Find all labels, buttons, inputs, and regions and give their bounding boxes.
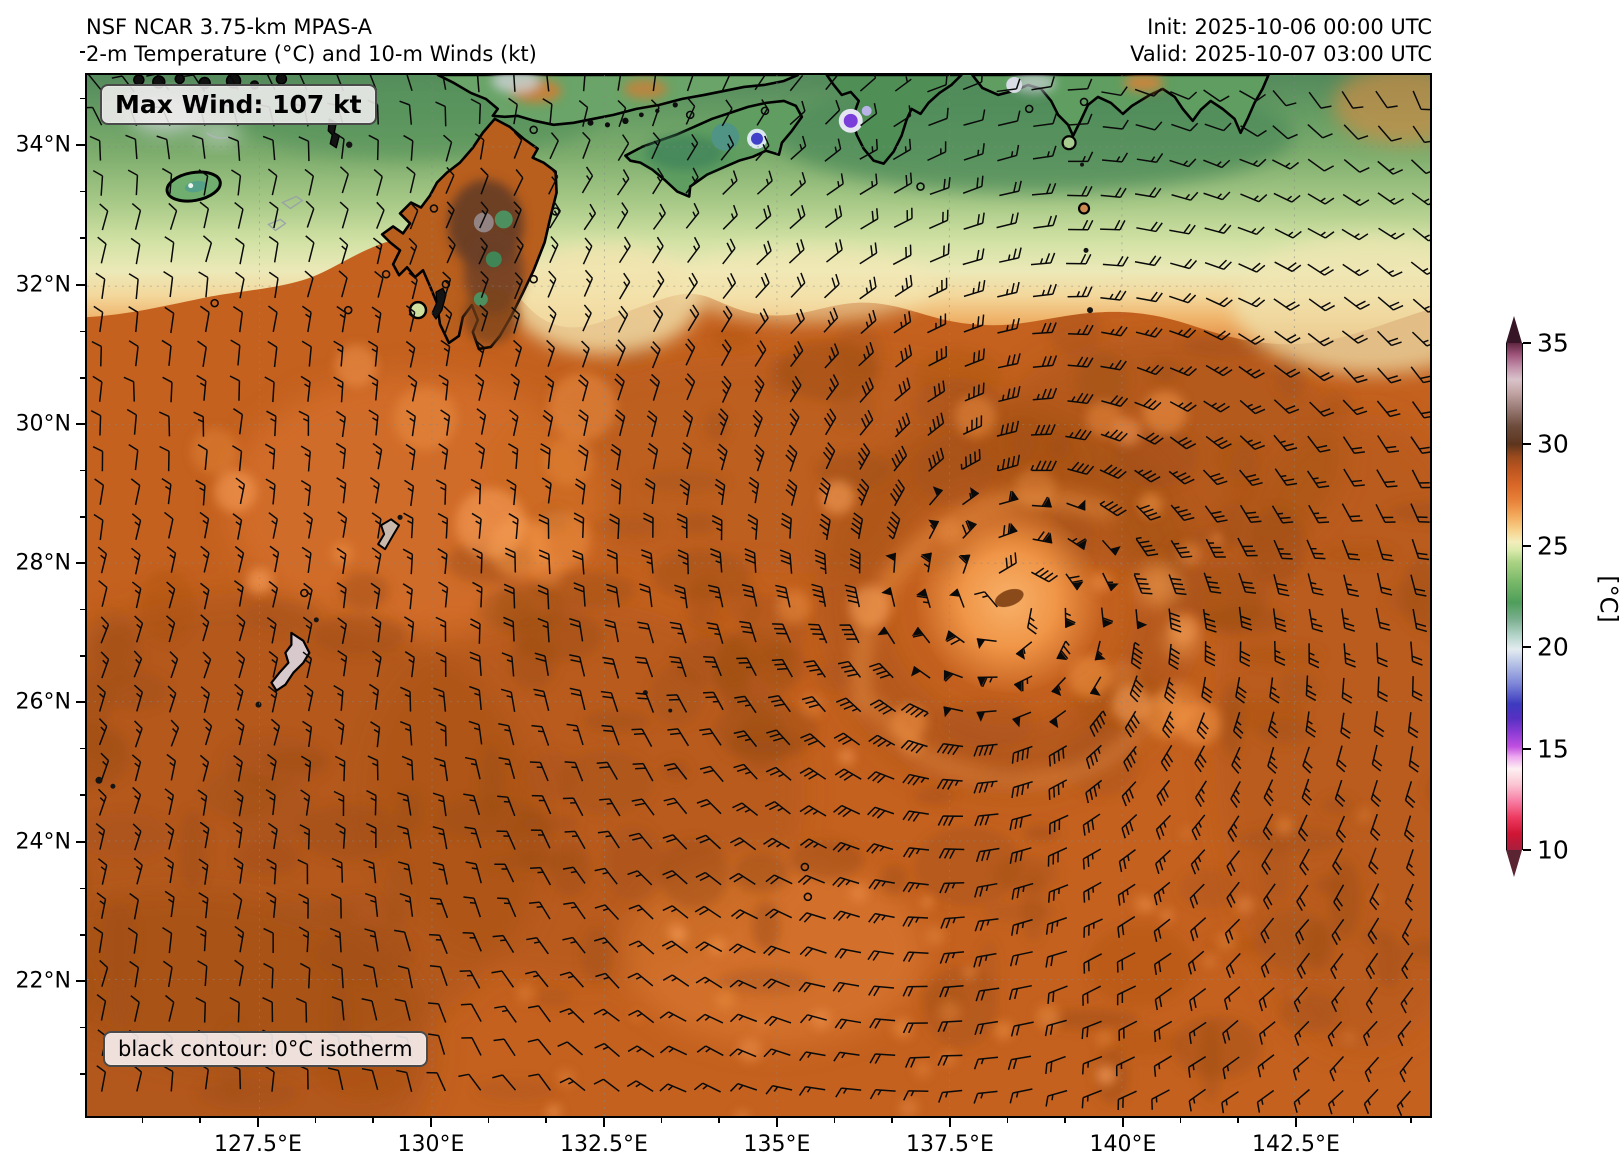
axis-tick xyxy=(80,794,85,796)
axis-tick xyxy=(80,516,85,518)
colorbar-unit-label: [°C] xyxy=(1594,574,1619,623)
axis-tick xyxy=(1352,1118,1355,1123)
tropical-cyclone-core xyxy=(852,490,1200,786)
colorbar-tick-label: 30 xyxy=(1537,429,1569,459)
calm-wind-circles xyxy=(210,97,1089,902)
wind-barbs xyxy=(87,75,1430,1116)
x-tick-label: 142.5°E xyxy=(1252,1132,1340,1157)
island-amami xyxy=(377,518,401,551)
axis-tick xyxy=(141,1118,144,1123)
axis-tick xyxy=(776,1118,778,1127)
y-tick-label: 34°N xyxy=(15,132,71,158)
axis-tick xyxy=(76,284,85,286)
islands-miyako xyxy=(95,776,116,789)
weather-map xyxy=(87,75,1430,1116)
axis-tick xyxy=(76,144,85,146)
island-iki xyxy=(346,141,353,148)
axis-tick xyxy=(660,1118,663,1123)
colorbar-extend-arrow-top xyxy=(1506,316,1522,343)
axis-tick xyxy=(891,1118,893,1123)
x-tick-label: 127.5°E xyxy=(214,1132,302,1157)
axis-tick xyxy=(80,237,85,239)
colorbar-tick xyxy=(1523,849,1531,851)
axis-tick xyxy=(80,1073,85,1075)
colorbar-extend-arrow-bottom xyxy=(1506,850,1522,877)
figure-title-fields: 2-m Temperature (°C) and 10-m Winds (kt) xyxy=(86,42,537,66)
colorbar-tick xyxy=(1523,342,1531,344)
axis-tick xyxy=(80,51,85,53)
island-tsushima xyxy=(327,118,340,149)
axis-tick xyxy=(545,1118,547,1123)
x-tick-label: 140°E xyxy=(1089,1132,1157,1157)
axis-tick xyxy=(430,1118,432,1127)
colorbar-gradient xyxy=(1506,343,1523,850)
colorbar-tick xyxy=(1523,443,1531,446)
colorbar-tick xyxy=(1523,646,1531,649)
figure-title-model: NSF NCAR 3.75-km MPAS-A xyxy=(86,15,373,39)
axis-tick xyxy=(80,190,85,193)
y-tick-label: 22°N xyxy=(15,968,71,994)
x-tick-label: 135°E xyxy=(743,1132,811,1157)
axis-tick xyxy=(80,747,85,750)
colorbar-tick xyxy=(1523,544,1531,547)
axis-tick xyxy=(76,423,85,425)
axis-tick xyxy=(833,1118,836,1123)
x-tick-label: 132.5°E xyxy=(560,1132,648,1157)
axis-tick xyxy=(199,1118,201,1123)
map-panel: Max Wind: 107 kt black contour: 0°C isot… xyxy=(85,73,1432,1118)
colorbar-tick-label: 15 xyxy=(1537,734,1569,764)
sst-mottling-light xyxy=(191,344,1381,1116)
axis-tick xyxy=(76,701,85,703)
init-time-label: Init: 2025-10-06 00:00 UTC xyxy=(1147,15,1432,39)
x-tick-label: 137.5°E xyxy=(906,1132,994,1157)
axis-tick xyxy=(76,980,85,982)
islands-izu-chain xyxy=(1061,135,1094,314)
axis-tick xyxy=(718,1118,720,1123)
axis-tick xyxy=(1237,1118,1239,1123)
colorbar-tick xyxy=(1523,747,1531,750)
axis-tick xyxy=(257,1118,259,1127)
colorbar-tick-label: 10 xyxy=(1537,835,1569,865)
colorbar-tick-label: 25 xyxy=(1537,531,1569,561)
land-temperature-detail xyxy=(447,75,1164,344)
axis-tick xyxy=(80,97,85,100)
axis-tick xyxy=(76,841,85,843)
coastline-kii xyxy=(825,75,963,165)
axis-tick xyxy=(80,934,85,936)
axis-tick xyxy=(76,562,85,564)
island-tanegashima xyxy=(431,287,447,320)
y-tick-label: 32°N xyxy=(15,272,71,298)
axis-tick xyxy=(487,1118,490,1123)
axis-tick xyxy=(1179,1118,1182,1123)
axis-tick xyxy=(80,608,85,611)
axis-tick xyxy=(80,887,85,890)
axis-tick xyxy=(80,330,85,333)
axis-tick xyxy=(372,1118,374,1123)
y-tick-label: 30°N xyxy=(15,411,71,437)
axis-tick xyxy=(80,655,85,657)
temperature-colorbar: 35 30 25 20 15 10 [°C] xyxy=(1506,316,1619,877)
axis-tick xyxy=(949,1118,951,1127)
island-okinawa xyxy=(270,631,311,692)
axis-tick xyxy=(80,469,85,472)
colorbar-tick-label: 35 xyxy=(1537,328,1569,358)
axis-tick xyxy=(80,1026,85,1029)
axis-tick xyxy=(1295,1118,1297,1127)
colorbar-tick-label: 20 xyxy=(1537,632,1569,662)
x-tick-label: 130°E xyxy=(397,1132,465,1157)
axis-tick xyxy=(1122,1118,1124,1127)
y-tick-label: 26°N xyxy=(15,689,71,715)
y-tick-label: 24°N xyxy=(15,829,71,855)
axis-tick xyxy=(1064,1118,1066,1123)
axis-tick xyxy=(603,1118,605,1127)
y-tick-label: 28°N xyxy=(15,550,71,576)
isotherm-note-annotation: black contour: 0°C isotherm xyxy=(103,1031,428,1067)
axis-tick xyxy=(1006,1118,1009,1123)
valid-time-label: Valid: 2025-10-07 03:00 UTC xyxy=(1130,42,1432,66)
axis-tick xyxy=(1410,1118,1412,1123)
axis-tick xyxy=(314,1118,317,1123)
max-wind-annotation: Max Wind: 107 kt xyxy=(100,84,377,125)
axis-tick xyxy=(80,377,85,379)
